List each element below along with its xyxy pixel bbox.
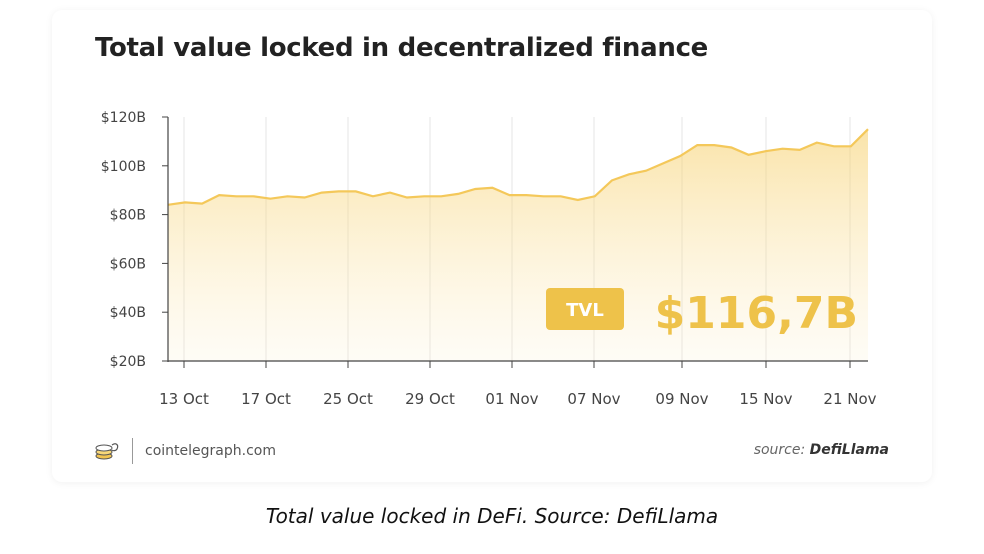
x-tick-labels: 13 Oct 17 Oct 25 Oct 29 Oct 01 Nov 07 Nov 09 N… [159, 390, 877, 408]
image-caption: Total value locked in DeFi. Source: Defi… [265, 504, 719, 528]
tvl-badge: TVL [546, 288, 624, 330]
source-prefix: source: [753, 442, 806, 458]
tvl-badge-label: TVL [566, 300, 604, 321]
y-tick-label: $100B [101, 159, 146, 175]
source-attribution: source: DefiLlama [754, 442, 889, 458]
x-tick-label: 15 Nov [739, 390, 792, 408]
tvl-badge-box [546, 288, 624, 330]
brand-name: cointelegraph.com [145, 443, 276, 459]
brand-footer: cointelegraph.com [92, 436, 276, 466]
y-tick-label: $40B [110, 305, 146, 321]
y-tick-labels: $20B $40B $60B $80B $100B $120B [101, 110, 146, 370]
y-tick-label: $60B [110, 256, 146, 272]
axes [162, 116, 868, 368]
x-tick-label: 25 Oct [323, 390, 373, 408]
source-name: DefiLlama [809, 442, 889, 458]
tvl-value: $116,7B [655, 288, 858, 339]
cointelegraph-logo-icon [95, 443, 119, 460]
tvl-line [167, 128, 869, 206]
chart-title: Total value locked in decentralized fina… [95, 33, 709, 63]
y-tick-label: $120B [101, 110, 146, 126]
x-tick-label: 09 Nov [655, 390, 708, 408]
y-tick-label: $80B [110, 208, 146, 224]
x-tick-label: 07 Nov [567, 390, 620, 408]
tvl-area-chart: $20B $40B $60B $80B $100B $120B 13 Oct 17 Oct 2… [101, 110, 877, 408]
x-tick-label: 17 Oct [241, 390, 291, 408]
tvl-area [168, 129, 868, 361]
brand-separator [132, 438, 133, 464]
x-tick-label: 21 Nov [823, 390, 876, 408]
y-tick-label: $20B [110, 354, 146, 370]
x-tick-label: 13 Oct [159, 390, 209, 408]
x-tick-label: 01 Nov [485, 390, 538, 408]
x-tick-label: 29 Oct [405, 390, 455, 408]
